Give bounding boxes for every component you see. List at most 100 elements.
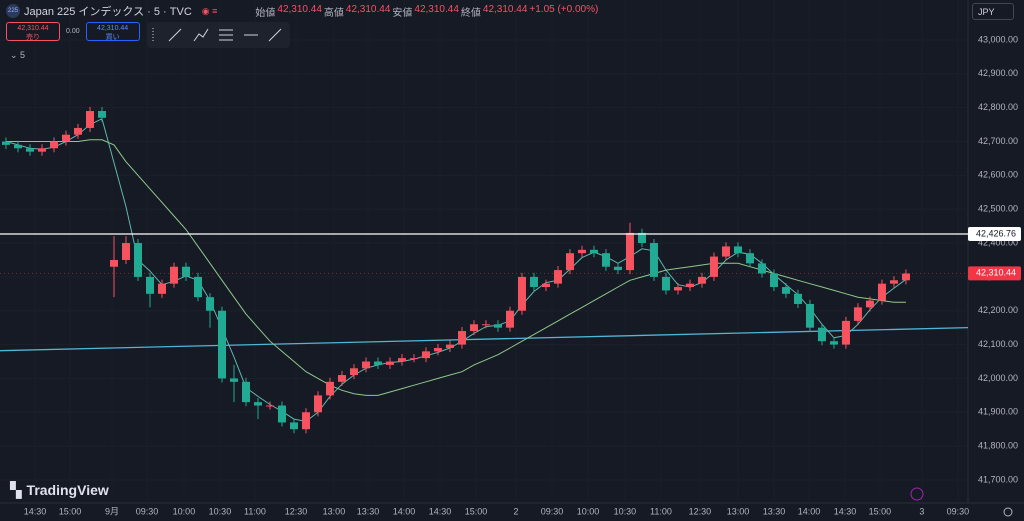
trend-tool[interactable] (168, 28, 182, 42)
candle-body (145, 276, 154, 294)
y-tick-label: 42,800.00 (978, 102, 1018, 112)
candle-body (613, 266, 622, 271)
candle-body (757, 263, 766, 274)
y-tick-label: 42,900.00 (978, 68, 1018, 78)
trend-line (0, 327, 969, 352)
spread: 0.00 (66, 28, 80, 35)
candle-body (37, 148, 46, 152)
candle-body (73, 127, 82, 135)
x-tick-label: 13:30 (357, 506, 380, 516)
plot-area (0, 106, 969, 434)
candle-body (325, 381, 334, 396)
y-tick-label: 41,800.00 (978, 441, 1018, 451)
candle-body (169, 266, 178, 284)
candle-body (289, 422, 298, 430)
buy-button[interactable]: 42,310.44 買い (85, 22, 140, 41)
candle-body (469, 324, 478, 332)
x-tick-label: 11:00 (650, 506, 672, 516)
candle-body (481, 324, 490, 326)
y-tick-label: 41,900.00 (978, 407, 1018, 417)
moving-average (5, 118, 907, 422)
candle-body (181, 266, 190, 277)
sell-button[interactable]: 42,310.44 売り (6, 22, 60, 41)
x-tick-label: 15:00 (59, 506, 82, 516)
candle-body (217, 310, 226, 379)
tool-icons (152, 28, 282, 42)
logo: ▚ TradingView (10, 481, 109, 499)
y-tick-label: 42,000.00 (978, 373, 1018, 383)
x-tick-label: 12:30 (285, 506, 308, 516)
candle-body (577, 249, 586, 254)
last-price-tag (968, 266, 1021, 281)
candle-body (97, 111, 106, 118)
last-price-label: 42,310.44 (976, 268, 1016, 278)
replay-icon[interactable] (910, 487, 924, 501)
candle-body (301, 412, 310, 430)
header: 225 Japan 225 インデックス · 5 · TVC ◉ ≡ 始値 42,… (6, 3, 598, 19)
candle-body (85, 111, 94, 128)
candle-body (829, 341, 838, 345)
candle-body (109, 259, 118, 267)
candle-body (553, 270, 562, 284)
price-tag (968, 226, 1021, 241)
x-tick-label: 3 (919, 506, 924, 516)
candle-body (733, 246, 742, 254)
y-tick-label: 43,000.00 (978, 34, 1018, 44)
candle-body (721, 246, 730, 257)
interval[interactable]: ⌄ 5 (10, 50, 26, 60)
settings-icon[interactable] (1003, 507, 1013, 517)
candle-body (25, 148, 34, 152)
x-tick-label: 2 (513, 506, 518, 516)
x-tick-label: 12:30 (689, 506, 712, 516)
ray-tool[interactable] (268, 28, 282, 42)
candle-body (61, 134, 70, 142)
fib-tool[interactable] (219, 29, 233, 41)
path-tool[interactable] (193, 28, 209, 42)
candle-body (157, 283, 166, 294)
y-tick-label: 42,100.00 (978, 339, 1018, 349)
candle-body (277, 405, 286, 423)
x-tick-label: 15:00 (869, 506, 892, 516)
candle-body (853, 307, 862, 321)
x-tick-label: 13:30 (763, 506, 786, 516)
buy-label: 買い (105, 34, 120, 41)
candle-body (505, 310, 514, 328)
x-tick-label: 11:00 (244, 506, 266, 516)
currency: JPY (978, 7, 995, 17)
sell-price: 42,310.44 (17, 25, 49, 32)
candle-body (781, 287, 790, 294)
candle-body (901, 273, 910, 281)
currency-button[interactable]: JPY (972, 3, 1014, 20)
change: +1.05 (+0.00%) (529, 3, 599, 15)
candle-body (565, 253, 574, 271)
candle-body (121, 243, 130, 260)
sell-label: 売り (26, 34, 40, 41)
candle-body (337, 375, 346, 382)
x-tick-label: 14:00 (393, 506, 416, 516)
y-tick-label: 42,500.00 (978, 204, 1018, 214)
candle-body (709, 256, 718, 277)
y-tick-label: 42,400.00 (978, 237, 1018, 247)
x-tick-label: 14:30 (429, 506, 452, 516)
brand: TradingView (26, 482, 109, 498)
candle-body (601, 253, 610, 267)
ohlc-value: 42,310.44 (277, 3, 322, 15)
candle-body (625, 232, 634, 271)
candle-body (433, 347, 442, 352)
candle-body (589, 249, 598, 254)
candle-body (649, 243, 658, 277)
interval-value: 5 (20, 50, 26, 60)
candle-body (409, 358, 418, 360)
x-tick-label: 9月 (105, 506, 119, 516)
candle-body (877, 283, 886, 301)
x-tick-label: 09:30 (947, 506, 970, 516)
candle-body (805, 303, 814, 328)
y-tick-label: 42,700.00 (978, 136, 1018, 146)
candle-body (697, 276, 706, 284)
candle-body (769, 273, 778, 288)
candle-body (457, 331, 466, 345)
icons[interactable]: ◉ ≡ (201, 5, 218, 16)
candle-body (673, 287, 682, 291)
candle-body (889, 280, 898, 284)
